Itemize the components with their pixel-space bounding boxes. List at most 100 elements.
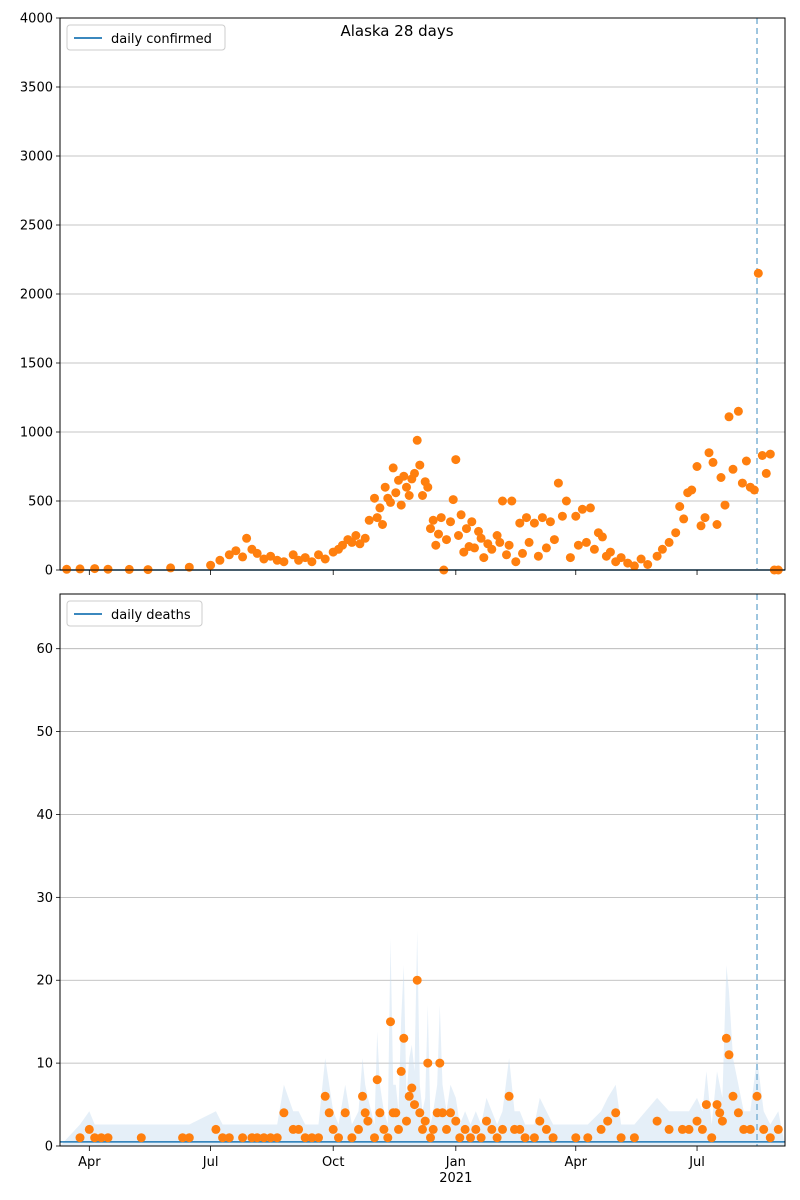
data-point [596,1124,606,1134]
data-point [354,1124,363,1134]
data-point [314,1133,323,1143]
data-point [495,537,505,547]
data-point [211,1124,221,1134]
data-point [294,1124,304,1134]
data-point [404,491,414,500]
data-point [675,502,685,511]
data-point [697,1124,707,1134]
data-point [415,1108,425,1118]
data-point [467,517,477,527]
data-point [757,451,767,460]
y-tick-label: 50 [36,725,53,740]
data-point [446,1108,455,1118]
data-point [476,1133,486,1143]
data-point [410,1100,419,1110]
data-point [399,471,409,481]
data-point [605,547,615,557]
data-point [504,1091,514,1101]
data-point [259,1133,269,1143]
data-point [487,1124,497,1134]
data-point [300,1133,310,1143]
legend-label: daily confirmed [111,32,212,47]
data-point [684,1124,694,1134]
data-point [692,1116,702,1126]
data-point [561,496,571,506]
data-point [712,1100,722,1110]
y-tick-label: 3000 [20,150,53,165]
data-point [715,1108,725,1118]
data-point [218,1133,228,1143]
data-point [537,513,547,523]
x-tick-label: Apr [78,1155,101,1170]
data-point [166,563,176,573]
data-point [415,460,425,470]
data-point [548,1133,558,1143]
data-point [482,1116,491,1126]
data-point [529,518,539,528]
data-point [288,550,298,560]
data-point [492,1133,502,1143]
data-point [428,515,438,525]
data-point [498,496,507,506]
data-point [124,564,134,574]
data-point [272,555,282,565]
data-point [266,551,276,561]
data-point [446,517,455,527]
data-point [307,1133,317,1143]
y-tick-label: 60 [36,642,53,657]
data-point [358,1091,367,1101]
data-point [724,412,734,422]
y-tick-label: 2000 [20,288,53,303]
data-point [363,1116,373,1126]
data-point [545,517,555,527]
data-point [636,554,646,564]
data-point [759,1124,769,1134]
data-point [407,1083,417,1093]
data-point [423,1058,433,1068]
data-point [338,540,347,550]
data-point [476,533,486,543]
data-point [692,462,702,471]
data-point [753,268,763,278]
data-point [370,493,379,503]
data-point [507,496,517,506]
data-point [184,1133,194,1143]
data-point [717,1116,727,1126]
data-point [75,564,85,574]
plot-frame [59,593,786,1147]
data-point [515,518,525,528]
data-point [466,1133,475,1143]
x-tick-label: Jul [688,1155,705,1170]
data-point [498,1124,507,1134]
data-point [378,520,387,529]
data-point [557,511,567,521]
data-point [679,514,689,524]
data-point [522,513,531,523]
data-point [603,1116,613,1126]
data-point [410,468,419,478]
data-point [733,406,743,416]
data-point [351,531,361,540]
data-point [652,1116,662,1126]
data-point [90,564,100,574]
data-point [571,1133,581,1143]
data-point [585,503,595,513]
data-point [652,551,662,561]
data-point [671,528,681,538]
data-point [279,1108,289,1118]
data-point [103,564,113,574]
data-point [474,526,483,536]
data-point [391,1108,401,1118]
data-point [700,513,710,523]
data-point [328,1124,338,1134]
data-point [707,1133,717,1143]
data-point [103,1133,113,1143]
data-point [589,544,599,554]
y-tick-label: 1500 [20,357,53,372]
legend: daily confirmed [66,24,226,51]
data-point [553,478,563,488]
data-point [533,551,543,561]
data-point [716,473,726,482]
data-point [761,468,771,478]
data-point [238,552,248,562]
